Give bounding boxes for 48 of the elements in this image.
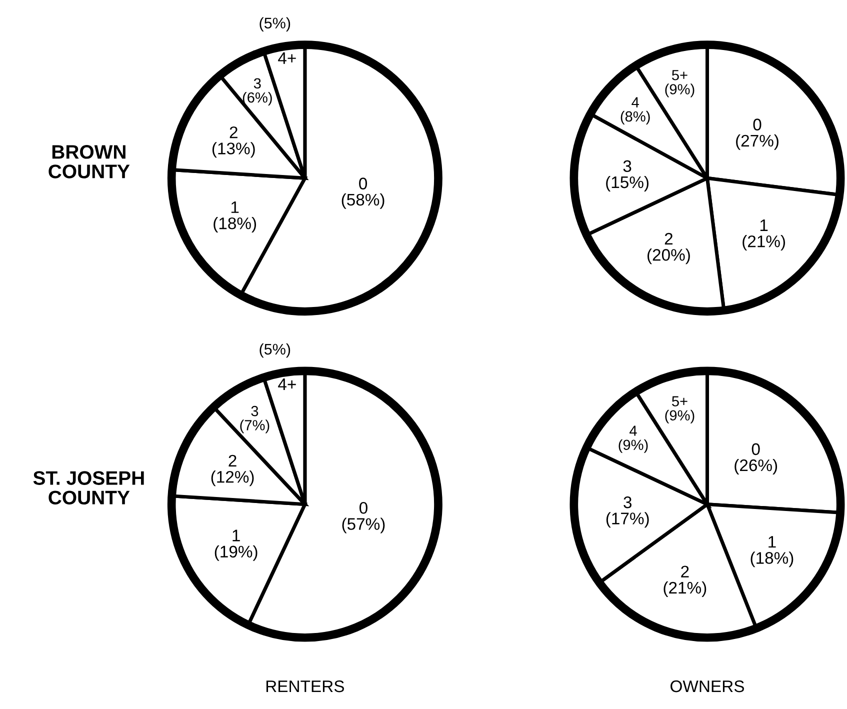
slice-label: 1	[231, 201, 239, 213]
text: OWNERS	[670, 680, 744, 692]
slice-label: 2	[228, 454, 236, 466]
slice-label: 1	[760, 220, 768, 231]
data-label: (58%)	[342, 193, 384, 209]
slice-label: 0	[753, 118, 762, 130]
data-label: (21%)	[742, 235, 786, 251]
slice-label: 3	[623, 160, 632, 172]
slice-label: 3	[624, 496, 632, 508]
slice-label: 3	[254, 78, 261, 89]
slice-label: 2	[664, 232, 673, 244]
slice-label: 5+	[672, 70, 688, 80]
slice-label: 4	[632, 97, 639, 108]
text: BROWN COUNTY	[48, 145, 130, 178]
data-label: (27%)	[736, 134, 778, 150]
data-label: (9%)	[618, 439, 648, 453]
data-label: (21%)	[664, 581, 706, 597]
slice-label: 4+	[278, 378, 296, 390]
data-label: (18%)	[750, 552, 794, 568]
data-label: (12%)	[211, 470, 254, 486]
data-label: (9%)	[665, 84, 694, 98]
data-label: (20%)	[648, 248, 690, 264]
slice-label: 2	[681, 566, 689, 578]
data-label: (19%)	[214, 545, 258, 561]
slice-label: 1	[232, 530, 240, 542]
data-label: (6%)	[242, 92, 272, 106]
data-label: (17%)	[606, 512, 649, 528]
text: ST. JOSEPH COUNTY	[33, 471, 144, 504]
data-label: (5%)	[260, 343, 290, 358]
data-label: (26%)	[734, 458, 778, 474]
slice-label: 0	[752, 443, 760, 456]
data-label: (13%)	[212, 142, 255, 158]
text: RENTERS	[266, 680, 344, 692]
slice-label: 2	[230, 126, 238, 138]
slice-label: 5+	[672, 396, 688, 406]
data-label: (5%)	[260, 17, 290, 32]
data-label: (8%)	[620, 110, 650, 124]
data-label: (7%)	[240, 420, 270, 434]
slice-label: 4+	[278, 52, 296, 64]
slice-label: 4	[630, 426, 637, 436]
data-label: (9%)	[665, 410, 694, 424]
slice-label: 0	[359, 178, 368, 190]
slice-label: 1	[768, 536, 776, 548]
data-label: (18%)	[214, 217, 256, 233]
data-label: (15%)	[606, 176, 648, 192]
slice-label: 0	[359, 502, 368, 514]
data-label: (57%)	[342, 518, 385, 534]
slice-label: 3	[251, 406, 258, 416]
